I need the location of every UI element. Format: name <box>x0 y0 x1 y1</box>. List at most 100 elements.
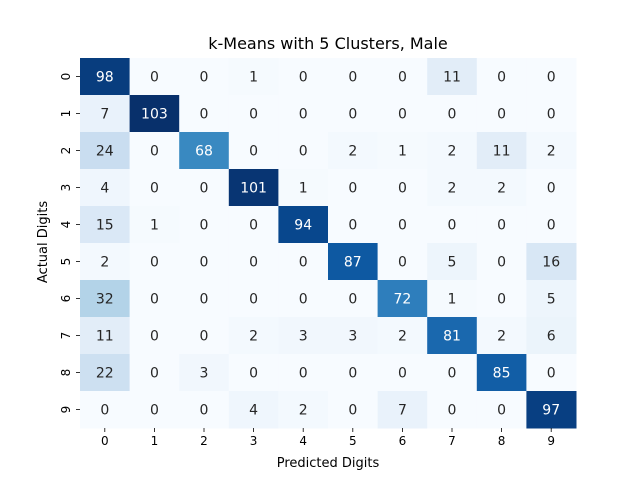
y-tick-label: 1 <box>59 110 73 118</box>
cell-value-label: 0 <box>299 107 308 123</box>
cell-value-label: 2 <box>249 329 258 345</box>
heatmap-cell <box>80 95 131 133</box>
cell-value-label: 3 <box>200 366 209 382</box>
cell-value-label: 0 <box>398 255 407 271</box>
heatmap-cell <box>476 391 527 429</box>
heatmap-cell <box>278 391 329 429</box>
heatmap-cell <box>526 280 577 318</box>
x-axis-ticks: 0 1 2 3 4 5 6 7 8 9 <box>101 428 555 448</box>
heatmap-cell <box>278 317 329 355</box>
heatmap-cell <box>377 243 428 281</box>
cell-value-label: 15 <box>96 218 114 234</box>
cell-value-label: 0 <box>200 107 209 123</box>
heatmap-cell <box>328 317 379 355</box>
heatmap-cell <box>228 280 279 318</box>
cell-value-label: 0 <box>398 70 407 86</box>
cell-value-label: 0 <box>150 181 159 197</box>
heatmap-cell <box>80 206 131 244</box>
cell-value-label: 2 <box>448 181 457 197</box>
cell-value-label: 0 <box>299 144 308 160</box>
cell-value-label: 0 <box>547 181 556 197</box>
cell-value-label: 2 <box>448 144 457 160</box>
cell-value-label: 0 <box>398 366 407 382</box>
y-tick-label: 5 <box>59 258 73 266</box>
cell-value-label: 1 <box>299 181 308 197</box>
cell-value-label: 0 <box>200 218 209 234</box>
cell-value-label: 87 <box>344 255 362 271</box>
heatmap-cell <box>129 243 180 281</box>
heatmap-cell <box>129 132 180 170</box>
heatmap-cell <box>179 206 230 244</box>
heatmap-cell <box>328 132 379 170</box>
heatmap-cell <box>179 169 230 207</box>
y-axis-ticks: 0 1 2 3 4 5 6 7 8 9 <box>59 73 80 413</box>
cell-value-label: 0 <box>100 403 109 419</box>
heatmap-cell <box>476 58 527 96</box>
heatmap-cell <box>179 58 230 96</box>
heatmap-cell <box>228 169 279 207</box>
heatmap-cells <box>80 58 577 429</box>
cell-value-label: 0 <box>497 255 506 271</box>
heatmap-cell <box>427 391 478 429</box>
cell-value-label: 24 <box>96 144 114 160</box>
cell-value-label: 2 <box>398 329 407 345</box>
heatmap-cell <box>278 169 329 207</box>
cell-value-label: 0 <box>348 107 357 123</box>
heatmap-cell <box>427 206 478 244</box>
heatmap-cell <box>377 354 428 392</box>
heatmap-cell <box>129 206 180 244</box>
cell-value-label: 0 <box>547 366 556 382</box>
x-tick-label: 6 <box>399 434 407 448</box>
heatmap-cell <box>228 132 279 170</box>
y-tick-label: 6 <box>59 295 73 303</box>
heatmap-cell <box>427 169 478 207</box>
cell-value-label: 0 <box>398 181 407 197</box>
cell-value-label: 0 <box>249 255 258 271</box>
cell-value-label: 0 <box>348 366 357 382</box>
x-tick-label: 7 <box>448 434 456 448</box>
heatmap-cell <box>476 280 527 318</box>
cell-value-label: 4 <box>100 181 109 197</box>
heatmap-cell <box>476 243 527 281</box>
heatmap-cell <box>476 354 527 392</box>
heatmap-cell <box>80 391 131 429</box>
heatmap-cell <box>129 354 180 392</box>
heatmap-cell <box>427 58 478 96</box>
heatmap-cell <box>427 243 478 281</box>
cell-value-label: 97 <box>542 403 560 419</box>
heatmap-cell <box>278 132 329 170</box>
cell-value-label: 0 <box>299 255 308 271</box>
cell-value-label: 7 <box>398 403 407 419</box>
heatmap-cell-labels: 98 0 0 1 0 0 0 11 0 07 103 0 0 0 0 0 0 0 024 0 68 0 0 2 1 2 11 24 0 0… <box>96 70 560 419</box>
cell-value-label: 2 <box>299 403 308 419</box>
cell-value-label: 0 <box>150 366 159 382</box>
cell-value-label: 0 <box>348 403 357 419</box>
heatmap-cell <box>278 95 329 133</box>
heatmap-cell <box>377 95 428 133</box>
heatmap-cell <box>526 95 577 133</box>
y-tick-label: 8 <box>59 369 73 377</box>
heatmap-cell <box>179 280 230 318</box>
cell-value-label: 0 <box>249 218 258 234</box>
heatmap-cell <box>278 354 329 392</box>
heatmap-cell <box>179 391 230 429</box>
cell-value-label: 0 <box>348 292 357 308</box>
heatmap-cell <box>228 58 279 96</box>
cell-value-label: 1 <box>150 218 159 234</box>
heatmap-cell <box>228 391 279 429</box>
heatmap-cell <box>179 354 230 392</box>
cell-value-label: 0 <box>150 255 159 271</box>
cell-value-label: 0 <box>398 218 407 234</box>
cell-value-label: 0 <box>200 70 209 86</box>
heatmap-cell <box>427 95 478 133</box>
cell-value-label: 6 <box>547 329 556 345</box>
heatmap-cell <box>526 243 577 281</box>
cell-value-label: 0 <box>547 70 556 86</box>
y-axis-label: Actual Digits <box>36 201 51 283</box>
heatmap-cell <box>278 243 329 281</box>
y-tick-label: 4 <box>59 221 73 229</box>
cell-value-label: 0 <box>150 144 159 160</box>
heatmap-cell <box>328 354 379 392</box>
cell-value-label: 0 <box>348 181 357 197</box>
